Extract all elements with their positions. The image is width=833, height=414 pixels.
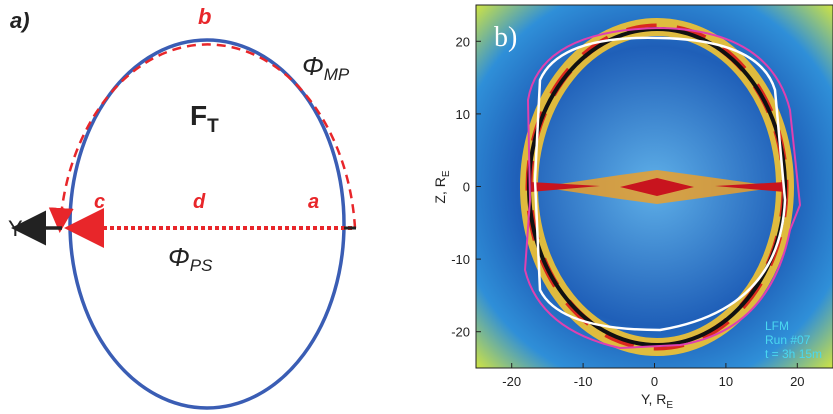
y-tick-label: 10 [456,107,470,122]
x-tick-label: 20 [790,374,804,389]
x-axis-label: Y, RE [641,391,673,411]
y-axis-label: Z, RE [432,170,452,203]
x-tick-label: 0 [651,374,658,389]
symbol: Φ [302,51,324,81]
y-tick-label: 0 [463,180,470,195]
x-tick-label: -10 [574,374,593,389]
y-tick-label: 20 [456,34,470,49]
flux-total: FT [190,100,219,137]
axis-label: Y [8,216,23,241]
subscript: E [666,400,673,411]
label-text: Y, R [641,391,666,407]
point-label: b [198,4,211,29]
current-sheet-core [530,178,785,196]
colormap [476,5,833,368]
panel-b: b) Z, RE Y, RE [432,4,833,411]
boundary-white [533,36,787,332]
subscript: T [207,116,219,137]
point-label: d [193,191,206,213]
y-tick-label: -10 [451,252,470,267]
point-label: c [94,191,105,213]
panel-label: a) [10,8,30,33]
subscript: E [441,170,452,177]
label-text: Z, R [432,177,448,203]
arc-mp [48,43,357,233]
point-label: a [308,191,319,213]
symbol: F [190,100,207,131]
y-tick-label: -20 [451,325,470,340]
flux-ps: ΦPS [168,242,213,275]
annotation: Run #07 [765,333,811,347]
boundary-magenta [523,26,802,350]
x-tick-label: -20 [502,374,521,389]
boundary [68,38,346,410]
panel-label: b) [494,22,517,53]
annotation: t = 3h 15m [765,347,822,361]
symbol: Φ [168,242,190,272]
subscript: MP [324,65,350,84]
flux-mp: ΦMP [302,51,350,84]
panel-a: a) Y b c d a ΦMP FT ΦPS [8,4,357,410]
subscript: PS [190,256,213,275]
annotation: LFM [765,319,789,333]
x-tick-label: 10 [719,374,733,389]
